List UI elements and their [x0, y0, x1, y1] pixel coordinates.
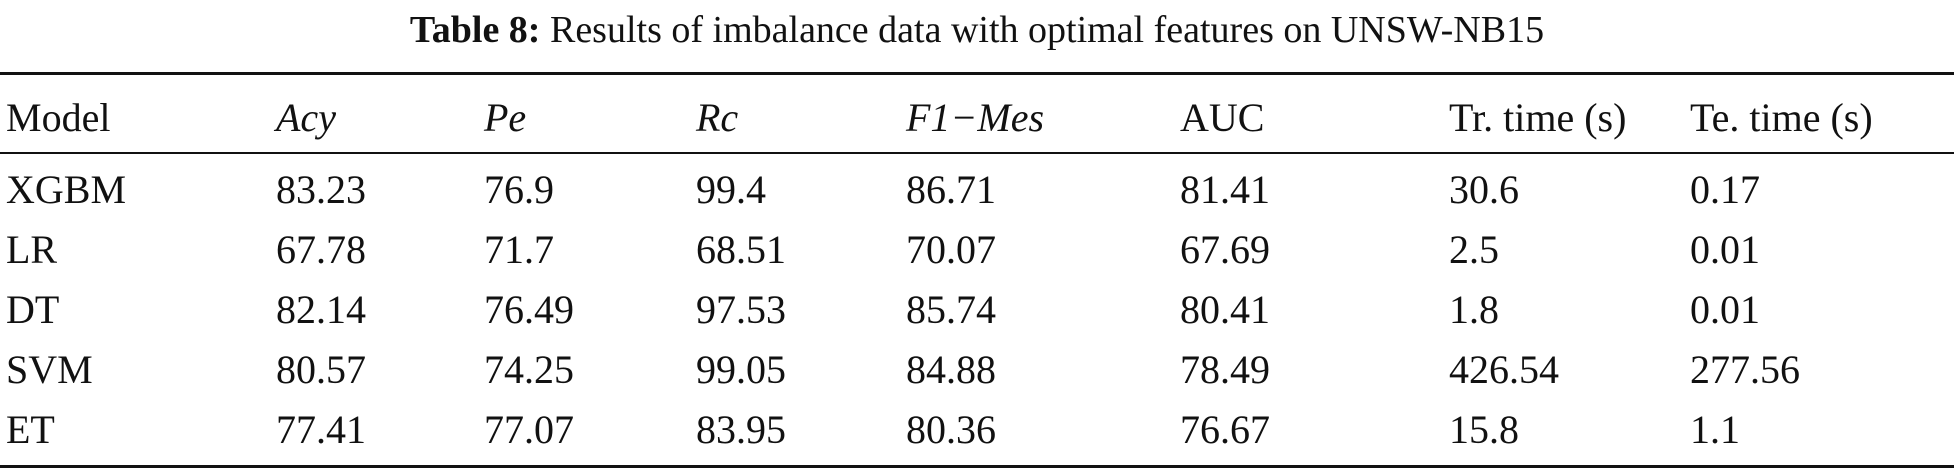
- header-recall: Rc: [696, 95, 739, 140]
- cell-accuracy: 80.57: [276, 347, 366, 392]
- header-train-time: Tr. time (s): [1449, 95, 1627, 140]
- table-top-rule: [0, 72, 1954, 75]
- cell-recall: 97.53: [696, 287, 786, 332]
- cell-precision: 71.7: [484, 227, 554, 272]
- cell-auc: 76.67: [1180, 407, 1270, 452]
- cell-train-time: 30.6: [1449, 167, 1519, 212]
- cell-accuracy: 77.41: [276, 407, 366, 452]
- cell-precision: 76.49: [484, 287, 574, 332]
- cell-accuracy: 67.78: [276, 227, 366, 272]
- cell-recall: 83.95: [696, 407, 786, 452]
- table-caption-label: Table 8:: [409, 9, 541, 51]
- cell-accuracy: 83.23: [276, 167, 366, 212]
- cell-auc: 81.41: [1180, 167, 1270, 212]
- table-row: LR 67.78 71.7 68.51 70.07 67.69 2.5 0.01: [0, 220, 1954, 280]
- header-accuracy: Acy: [276, 95, 336, 140]
- table-caption-text: Results of imbalance data with optimal f…: [549, 9, 1545, 51]
- table-header-rule: [0, 152, 1954, 154]
- header-f1-measure: F1−Mes: [906, 95, 1045, 140]
- cell-f1-measure: 84.88: [906, 347, 996, 392]
- cell-test-time: 277.56: [1690, 347, 1800, 392]
- cell-auc: 78.49: [1180, 347, 1270, 392]
- cell-model: LR: [6, 227, 58, 272]
- cell-auc: 80.41: [1180, 287, 1270, 332]
- table-bottom-rule: [0, 465, 1954, 468]
- cell-precision: 77.07: [484, 407, 574, 452]
- cell-precision: 76.9: [484, 167, 554, 212]
- cell-test-time: 0.01: [1690, 227, 1760, 272]
- cell-test-time: 0.01: [1690, 287, 1760, 332]
- cell-auc: 67.69: [1180, 227, 1270, 272]
- table-row: XGBM 83.23 76.9 99.4 86.71 81.41 30.6 0.…: [0, 160, 1954, 220]
- cell-train-time: 2.5: [1449, 227, 1499, 272]
- cell-train-time: 15.8: [1449, 407, 1519, 452]
- cell-recall: 68.51: [696, 227, 786, 272]
- cell-f1-measure: 85.74: [906, 287, 996, 332]
- cell-test-time: 1.1: [1690, 407, 1740, 452]
- header-model: Model: [6, 95, 111, 140]
- cell-test-time: 0.17: [1690, 167, 1760, 212]
- cell-model: XGBM: [6, 167, 127, 212]
- cell-precision: 74.25: [484, 347, 574, 392]
- header-test-time: Te. time (s): [1690, 95, 1873, 140]
- cell-f1-measure: 80.36: [906, 407, 996, 452]
- cell-model: ET: [6, 407, 55, 452]
- cell-model: SVM: [6, 347, 93, 392]
- cell-recall: 99.05: [696, 347, 786, 392]
- table-row: SVM 80.57 74.25 99.05 84.88 78.49 426.54…: [0, 340, 1954, 400]
- cell-train-time: 426.54: [1449, 347, 1559, 392]
- cell-accuracy: 82.14: [276, 287, 366, 332]
- table-row: ET 77.41 77.07 83.95 80.36 76.67 15.8 1.…: [0, 400, 1954, 460]
- header-auc: AUC: [1180, 95, 1265, 140]
- cell-model: DT: [6, 287, 60, 332]
- table-header-row: Model Acy Pe Rc F1−Mes AUC Tr. time (s) …: [0, 88, 1954, 148]
- cell-f1-measure: 86.71: [906, 167, 996, 212]
- cell-f1-measure: 70.07: [906, 227, 996, 272]
- cell-recall: 99.4: [696, 167, 766, 212]
- table-caption: Table 8: Results of imbalance data with …: [0, 8, 1954, 52]
- cell-train-time: 1.8: [1449, 287, 1499, 332]
- table-row: DT 82.14 76.49 97.53 85.74 80.41 1.8 0.0…: [0, 280, 1954, 340]
- header-precision: Pe: [484, 95, 527, 140]
